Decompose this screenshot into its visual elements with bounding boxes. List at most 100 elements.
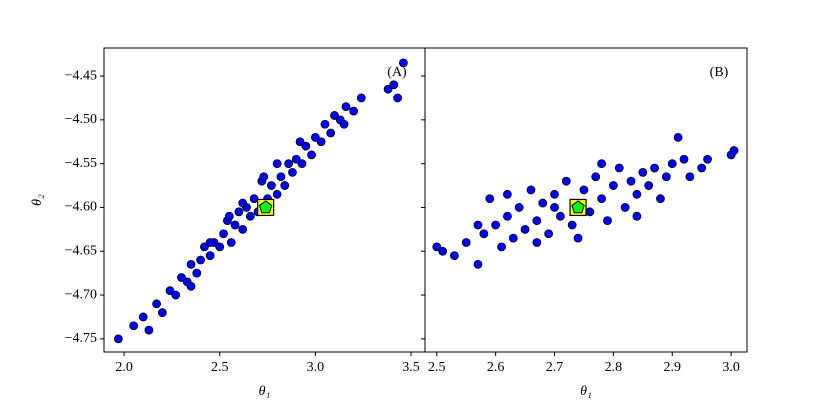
data-point	[644, 181, 654, 190]
data-point	[238, 224, 248, 234]
data-point	[230, 220, 240, 230]
data-point	[339, 119, 349, 129]
data-point	[632, 211, 642, 221]
data-point	[129, 321, 139, 331]
estimate-pentagon	[571, 200, 585, 214]
data-point	[310, 132, 320, 142]
data-point	[667, 159, 677, 169]
data-point	[186, 259, 196, 269]
data-point	[538, 198, 548, 208]
x-tick-label: 2.5	[428, 360, 446, 375]
data-point	[152, 299, 162, 309]
x-tick-label: 2.6	[487, 360, 505, 375]
estimate-pentagon	[258, 200, 273, 214]
data-point	[320, 119, 330, 129]
data-point	[326, 128, 336, 138]
y-axis-label: θ₂	[30, 194, 45, 206]
x-tick-label: 3.0	[722, 360, 740, 375]
data-point	[473, 259, 483, 269]
data-point	[591, 172, 601, 182]
x-tick-label: 2.5	[211, 360, 229, 375]
data-point	[288, 168, 297, 177]
data-point	[479, 229, 489, 239]
data-point	[461, 238, 471, 247]
data-point	[432, 242, 442, 252]
data-point	[205, 238, 215, 247]
data-point	[508, 233, 518, 243]
data-point	[196, 255, 206, 265]
data-point	[729, 146, 739, 155]
x-tick-label: 2.8	[605, 360, 623, 375]
data-point	[661, 172, 671, 182]
data-point	[632, 189, 642, 199]
data-point	[234, 207, 244, 217]
panel-annotation: (B)	[710, 65, 729, 80]
data-point	[113, 334, 123, 344]
data-point	[272, 159, 282, 169]
data-point	[272, 189, 282, 199]
y-tick-label: −4.55	[65, 156, 97, 171]
data-point	[157, 308, 167, 317]
data-point	[514, 203, 524, 212]
data-point	[450, 251, 459, 261]
data-point	[638, 168, 648, 177]
data-point	[192, 268, 202, 278]
data-point	[608, 181, 618, 190]
data-point	[650, 163, 659, 173]
data-point	[656, 194, 665, 204]
data-point	[259, 172, 269, 182]
x-tick-label: 3.5	[402, 360, 420, 375]
data-point	[473, 220, 483, 230]
data-point	[138, 312, 148, 322]
data-point	[520, 224, 530, 234]
data-point	[330, 111, 339, 120]
y-tick-label: −4.70	[65, 287, 97, 302]
data-point	[614, 163, 624, 173]
data-point	[597, 194, 606, 204]
data-point	[291, 154, 301, 164]
data-point	[224, 211, 234, 221]
data-point	[532, 238, 542, 247]
data-point	[503, 189, 512, 199]
data-point	[550, 203, 559, 212]
data-point	[526, 185, 536, 195]
data-point	[579, 185, 589, 195]
data-point	[301, 141, 311, 151]
y-tick-label: −4.60	[65, 200, 97, 215]
data-point	[389, 80, 399, 90]
data-point	[555, 211, 565, 221]
data-point	[165, 286, 175, 296]
data-point	[215, 242, 225, 252]
data-point	[238, 198, 248, 208]
x-tick-label: 2.7	[546, 360, 564, 375]
data-point	[497, 242, 506, 252]
data-point	[297, 159, 307, 169]
data-point	[186, 281, 196, 291]
x-axis-label: θ₁	[580, 384, 592, 399]
x-axis-label: θ₁	[259, 384, 271, 399]
data-point	[544, 229, 554, 239]
data-point	[276, 172, 286, 182]
data-point	[597, 159, 606, 169]
data-point	[280, 181, 290, 190]
data-point	[673, 132, 683, 142]
data-point	[550, 189, 559, 199]
data-point	[226, 238, 236, 247]
data-point	[398, 58, 408, 68]
data-point	[532, 216, 542, 225]
data-point	[573, 233, 583, 243]
panel-annotation: (A)	[387, 65, 407, 80]
data-point	[703, 154, 712, 164]
data-point	[349, 106, 359, 116]
plot-frame	[424, 47, 748, 353]
data-point	[585, 207, 595, 217]
data-point	[295, 137, 305, 147]
data-point	[393, 93, 403, 103]
data-point	[561, 176, 571, 186]
data-point	[284, 159, 294, 169]
data-point	[567, 220, 577, 230]
data-point	[697, 163, 707, 173]
x-tick-label: 3.0	[307, 360, 325, 375]
data-point	[503, 211, 512, 221]
